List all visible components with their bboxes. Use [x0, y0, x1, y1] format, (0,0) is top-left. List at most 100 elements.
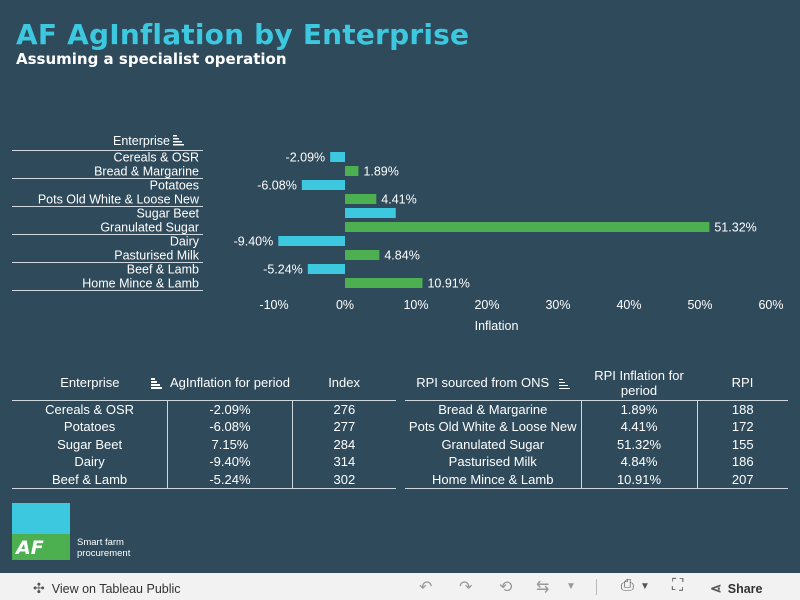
bar — [345, 194, 377, 204]
rpi-cell: 155 — [731, 436, 754, 452]
ag-cell: -2.09% — [167, 400, 293, 418]
data-label: 4.84% — [384, 249, 419, 263]
rpi-cell: Home Mince & Lamb — [405, 470, 581, 489]
bar — [345, 250, 380, 260]
af-logo: AF — [12, 503, 70, 560]
sort-icon — [173, 138, 179, 140]
rpi-col-source-label: RPI sourced from ONS — [416, 375, 550, 391]
sort-icon — [173, 144, 184, 146]
ag-col-enterprise-label: Enterprise — [60, 375, 120, 391]
table-row: Beef & Lamb -5.24% 302 — [12, 470, 396, 489]
ag-col-enterprise[interactable]: Enterprise — [12, 366, 168, 401]
undo-icon[interactable]: ↶ — [419, 579, 433, 596]
ag-col-index: Index — [292, 366, 396, 401]
logo-mark: AF — [16, 537, 44, 559]
tableau-toolbar: ✣ View on Tableau Public ↶ ↷ ⟲ ⇆ ▼ ⎙ ▼ ⛶… — [0, 573, 800, 600]
rpi-cell: Pasturised Milk — [448, 454, 537, 469]
rpi-cell: Bread & Margarine — [438, 401, 548, 417]
category-label: Home Mince & Lamb — [82, 277, 199, 291]
rpi-cell: 172 — [731, 419, 754, 434]
category-label: Beef & Lamb — [127, 263, 199, 277]
category-label: Sugar Beet — [136, 207, 199, 221]
x-tick-label: 20% — [474, 298, 499, 312]
sort-icon — [173, 141, 182, 143]
rpi-cell: 188 — [731, 401, 754, 417]
sort-icon — [173, 135, 177, 137]
ag-cell: 284 — [333, 436, 356, 452]
rpi-cell: 4.84% — [580, 453, 698, 471]
x-tick-label: 60% — [758, 298, 783, 312]
table-row: Pasturised Milk 4.84% 186 — [405, 453, 788, 471]
ag-cell: Dairy — [74, 454, 105, 469]
table-row: Bread & Margarine 1.89% 188 — [405, 400, 788, 418]
ag-col-inflation: AgInflation for period — [167, 366, 293, 401]
ag-cell: 7.15% — [167, 435, 293, 453]
table-row: Potatoes -6.08% 277 — [12, 418, 396, 436]
table-row: Sugar Beet 7.15% 284 — [12, 435, 396, 453]
rpi-cell: 51.32% — [580, 435, 698, 453]
view-on-tableau-link[interactable]: ✣ View on Tableau Public — [33, 580, 181, 597]
page-title: AF AgInflation by Enterprise — [16, 18, 470, 51]
ag-cell: Potatoes — [63, 419, 116, 434]
sort-icon[interactable] — [150, 378, 162, 389]
bar — [345, 166, 359, 176]
ag-cell: 314 — [333, 454, 356, 469]
bar — [330, 152, 345, 162]
category-label: Dairy — [170, 235, 200, 249]
category-label: Cereals & OSR — [114, 151, 199, 165]
ag-cell: Sugar Beet — [57, 436, 123, 452]
fullscreen-icon[interactable]: ⛶ — [672, 577, 684, 594]
ag-cell: -9.40% — [167, 453, 293, 471]
view-on-tableau-label: View on Tableau Public — [51, 581, 181, 596]
rpi-cell: Granulated Sugar — [441, 436, 545, 452]
category-header-label: Enterprise — [113, 134, 170, 148]
ag-cell: -6.08% — [167, 418, 293, 436]
table-row: Pots Old White & Loose New 4.41% 172 — [405, 418, 788, 436]
data-label: -5.24% — [263, 263, 303, 277]
revert-icon[interactable]: ⟲ — [499, 579, 513, 596]
sort-icon[interactable] — [558, 378, 570, 390]
bar — [345, 278, 423, 288]
bar — [301, 180, 345, 190]
logo-tagline: Smart farm procurement — [77, 537, 131, 559]
data-label: -6.08% — [257, 179, 297, 193]
rpi-col-rpi: RPI — [697, 366, 788, 401]
redo-icon[interactable]: ↷ — [459, 579, 473, 596]
x-axis-title: Inflation — [475, 319, 519, 333]
share-button[interactable]: ⋖ Share — [710, 580, 762, 597]
category-label: Pots Old White & Loose New — [38, 193, 200, 207]
x-tick-label: 30% — [545, 298, 570, 312]
data-label: 51.32% — [714, 221, 756, 235]
ag-cell: 302 — [292, 470, 396, 489]
share-label: Share — [727, 581, 763, 596]
ag-cell: Beef & Lamb — [12, 470, 168, 489]
rpi-table: RPI sourced from ONS RPI Inflation for p… — [405, 366, 788, 489]
x-tick-label: 10% — [403, 298, 428, 312]
data-label: 1.89% — [363, 165, 398, 179]
refresh-icon[interactable]: ⇆ — [536, 579, 550, 596]
download-icon[interactable]: ⎙ — [621, 577, 634, 594]
share-icon: ⋖ — [710, 580, 722, 596]
x-tick-label: 0% — [336, 298, 354, 312]
bar — [345, 222, 710, 232]
category-label: Bread & Margarine — [94, 165, 199, 179]
x-tick-label: -10% — [259, 298, 288, 312]
rpi-col-source[interactable]: RPI sourced from ONS — [405, 366, 581, 401]
x-tick-label: 40% — [616, 298, 641, 312]
chevron-down-icon[interactable]: ▼ — [566, 581, 576, 592]
category-label: Potatoes — [150, 179, 199, 193]
table-row: Dairy -9.40% 314 — [12, 453, 396, 471]
inflation-bar-chart: Enterprise Cereals & OSR -2.09% Bread & Mar… — [12, 134, 784, 333]
download-chevron-icon[interactable]: ▼ — [640, 581, 650, 592]
rpi-col-inflation: RPI Inflation for period — [581, 366, 697, 401]
rpi-cell: 207 — [697, 470, 788, 489]
category-label: Pasturised Milk — [114, 249, 199, 263]
ag-cell: -5.24% — [167, 470, 293, 489]
page-subtitle: Assuming a specialist operation — [16, 50, 287, 68]
tableau-icon: ✣ — [33, 580, 45, 596]
bar — [345, 208, 396, 218]
data-label: -9.40% — [234, 235, 274, 249]
ag-cell: 277 — [333, 419, 356, 434]
x-tick-label: 50% — [687, 298, 712, 312]
bar — [307, 264, 345, 274]
